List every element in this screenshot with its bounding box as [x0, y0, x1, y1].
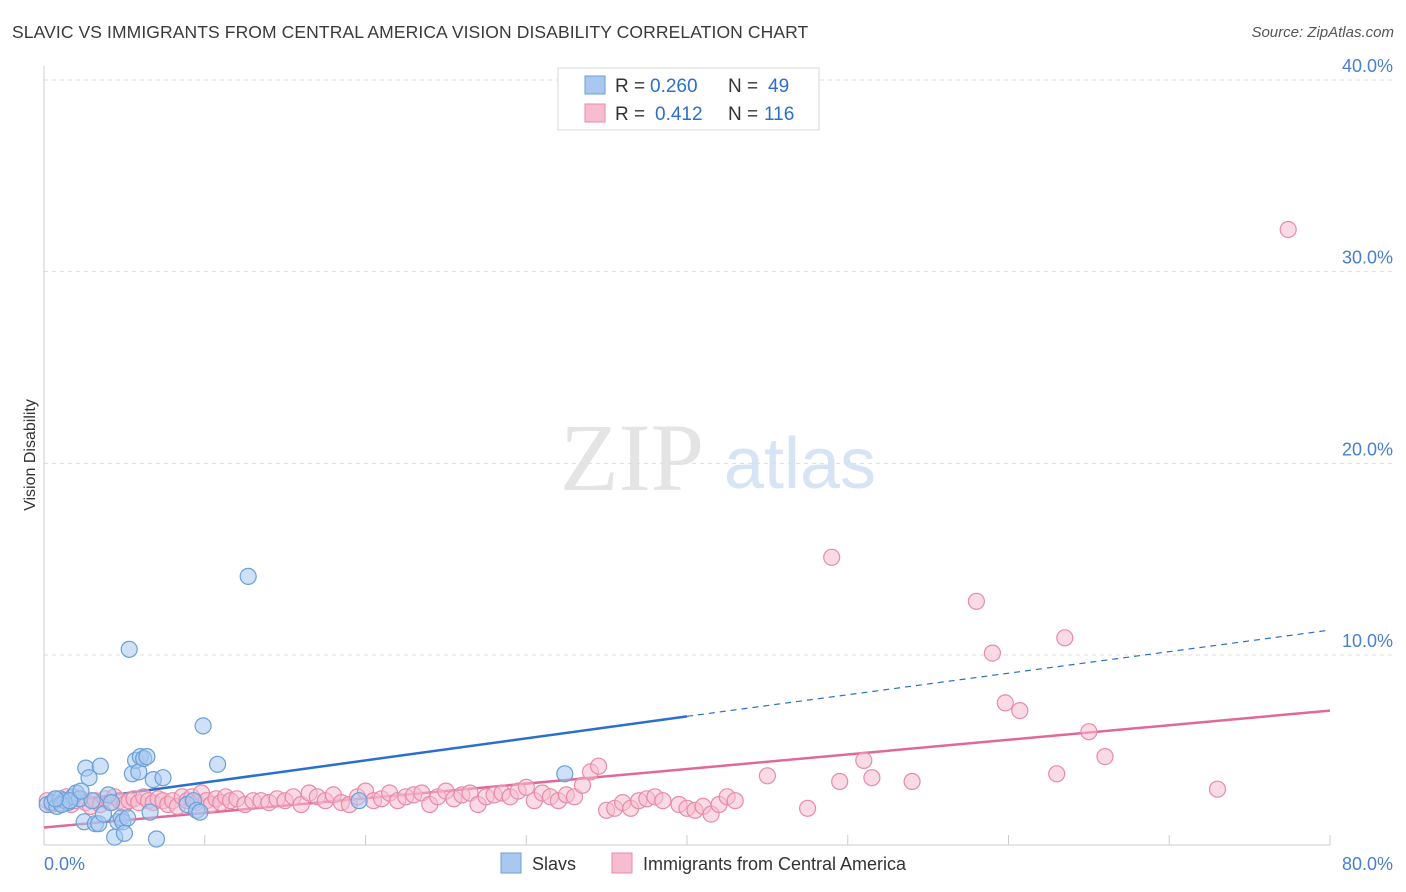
- point-immigrants: [967, 592, 986, 610]
- legend-n-label-1: N =: [728, 76, 763, 97]
- point-slavs: [46, 790, 64, 808]
- point-immigrants: [589, 757, 608, 775]
- x-tick-label: 0.0%: [44, 854, 85, 874]
- legend-bottom-label-immigrants: Immigrants from Central America: [643, 854, 907, 874]
- legend-swatch-immigrants: [584, 103, 606, 123]
- legend-n-value-2: 116: [764, 104, 794, 125]
- legend-r-label-1: R =: [615, 76, 650, 97]
- legend-top: R = 0.260 N = 49 R = 0.412 N = 116: [557, 67, 820, 131]
- point-immigrants: [517, 778, 535, 796]
- point-immigrants: [1096, 747, 1114, 766]
- point-slavs: [350, 792, 368, 810]
- chart-source: Source: ZipAtlas.com: [1251, 24, 1394, 41]
- trend-line-slavs: [43, 715, 688, 806]
- y-tick-label: 10.0%: [1342, 631, 1393, 651]
- point-immigrants: [983, 644, 1002, 662]
- point-immigrants: [726, 792, 744, 810]
- svg-text:R = 0.412 N =: R = 0.412 N = 116: [615, 104, 794, 125]
- legend-n-label-2: N =: [728, 104, 763, 125]
- y-axis-label: Vision Disability: [22, 399, 39, 511]
- point-slavs: [191, 803, 209, 821]
- watermark-atlas: atlas: [724, 424, 876, 504]
- y-tick-label: 30.0%: [1342, 248, 1393, 268]
- point-immigrants: [1279, 220, 1297, 239]
- point-immigrants: [573, 776, 592, 794]
- point-immigrants: [831, 772, 849, 791]
- legend-r-value-1: 0.260: [650, 76, 698, 97]
- legend-bottom-label-slavs: Slavs: [532, 854, 576, 874]
- legend-r-label-2: R =: [615, 104, 650, 125]
- point-immigrants: [758, 767, 777, 785]
- point-slavs: [194, 717, 212, 735]
- point-immigrants: [798, 799, 817, 817]
- point-slavs: [115, 824, 134, 842]
- point-immigrants: [1048, 765, 1066, 783]
- point-slavs: [72, 782, 90, 800]
- legend-bottom-swatch-slavs: [500, 852, 522, 874]
- legend-r-value-2: 0.412: [655, 104, 703, 125]
- point-slavs: [138, 747, 156, 766]
- point-immigrants: [996, 694, 1014, 712]
- svg-text:R = 0.260 N =: R = 0.260 N = 49: [615, 76, 789, 97]
- point-immigrants: [823, 548, 841, 566]
- trend-line-slavs-projection: [686, 629, 1331, 717]
- point-slavs: [239, 567, 257, 586]
- point-slavs: [102, 793, 121, 812]
- point-slavs: [147, 830, 166, 848]
- point-immigrants: [863, 769, 881, 787]
- axes: [43, 66, 1331, 846]
- legend-swatch-slavs: [584, 75, 606, 95]
- point-slavs: [141, 803, 159, 821]
- tick-labels: 10.0% 20.0% 30.0% 40.0% 0.0% 80.0%: [44, 56, 1393, 874]
- point-slavs: [209, 755, 227, 773]
- data-points: [38, 220, 1297, 848]
- watermark-zip: ZIP: [560, 404, 704, 511]
- point-immigrants: [903, 772, 921, 791]
- x-tick-label: 80.0%: [1342, 854, 1393, 874]
- point-immigrants: [855, 751, 873, 770]
- point-slavs: [556, 765, 574, 783]
- y-tick-label: 20.0%: [1342, 439, 1393, 459]
- point-slavs: [120, 640, 138, 658]
- point-slavs: [118, 809, 137, 827]
- legend-bottom-swatch-immigrants: [611, 852, 633, 874]
- point-slavs: [91, 757, 109, 775]
- y-tick-label: 40.0%: [1342, 56, 1393, 76]
- chart-title: SLAVIC VS IMMIGRANTS FROM CENTRAL AMERIC…: [12, 22, 809, 42]
- point-slavs: [83, 792, 101, 810]
- point-slavs: [80, 769, 98, 787]
- legend-n-value-1: 49: [768, 76, 789, 97]
- point-immigrants: [1208, 780, 1227, 798]
- point-immigrants: [1080, 723, 1098, 741]
- point-immigrants: [654, 792, 672, 810]
- point-immigrants: [1056, 629, 1074, 647]
- point-immigrants: [1011, 701, 1029, 720]
- legend-bottom: Slavs Immigrants from Central America: [500, 852, 907, 874]
- point-slavs: [154, 769, 172, 787]
